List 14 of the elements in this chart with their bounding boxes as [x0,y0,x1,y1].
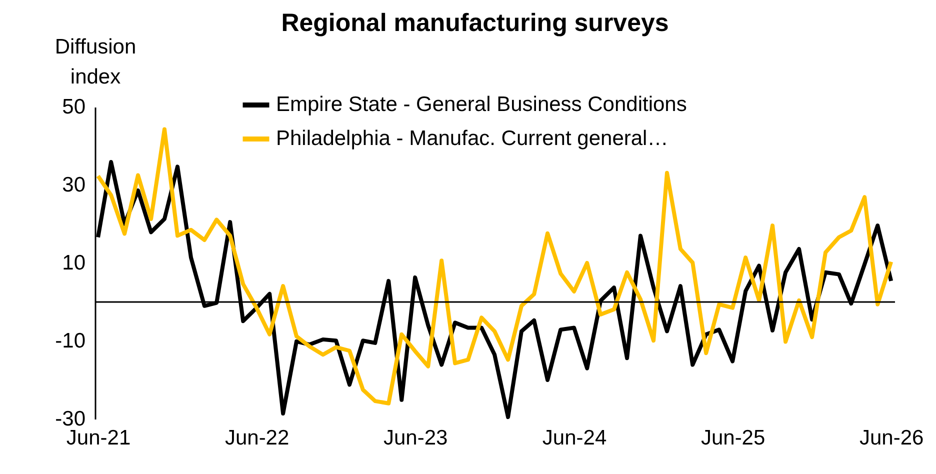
y-tick-label: 10 [62,252,86,274]
line-series [96,127,894,406]
y-axis-title: Diffusion index [54,36,136,88]
legend-label: Empire State - General Business Conditions [276,93,687,116]
x-tick-label: Jun-25 [700,426,766,450]
x-tick-label: Jun-24 [542,426,607,450]
legend-label: Philadelphia - Manufac. Current general… [276,127,668,150]
y-tick-label: -10 [55,330,86,352]
y-tick-label: 30 [62,174,86,196]
x-tick-label: Jun-23 [383,426,448,450]
x-tick-label: Jun-22 [224,426,290,450]
chart-title: Regional manufacturing surveys [281,9,669,37]
y-tick-label: 50 [62,96,86,118]
x-tick-label: Jun-26 [859,426,924,450]
